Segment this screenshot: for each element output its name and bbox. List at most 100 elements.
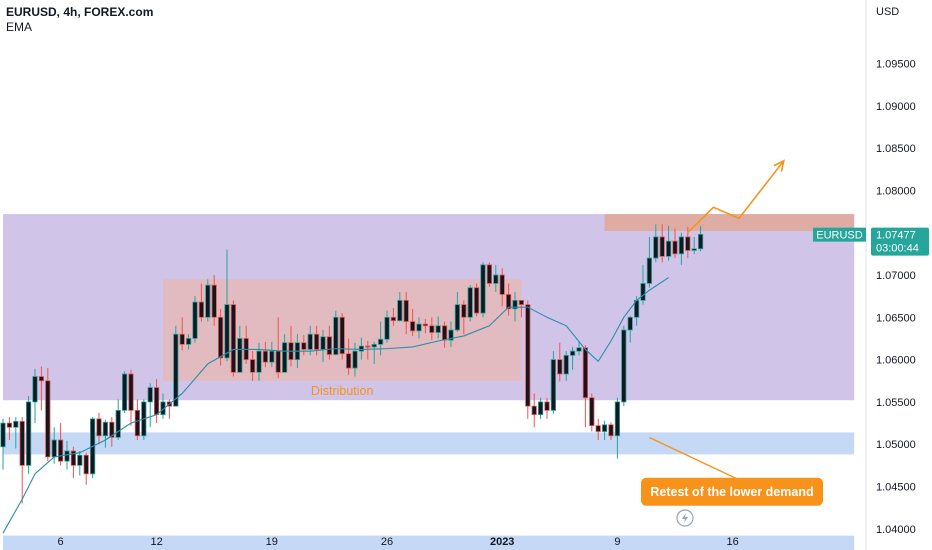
candle-body bbox=[589, 397, 595, 427]
candle-body bbox=[352, 350, 358, 369]
candle-body bbox=[602, 424, 608, 432]
candle-body bbox=[147, 387, 153, 403]
candle-body bbox=[19, 420, 25, 466]
candle-body bbox=[64, 450, 70, 462]
price-tick-label: 1.06500 bbox=[876, 312, 916, 324]
candle-body bbox=[454, 304, 461, 331]
candle-body bbox=[307, 333, 313, 350]
candle-body bbox=[685, 236, 691, 251]
candle-body bbox=[390, 316, 397, 322]
price-tick-label: 1.08500 bbox=[876, 143, 916, 155]
candle-body bbox=[621, 329, 627, 403]
bottom-demand-zone bbox=[3, 535, 855, 550]
candle-body bbox=[224, 304, 230, 359]
symbol-title[interactable]: EURUSD, 4h, FOREX.com bbox=[6, 5, 154, 19]
currency-label: USD bbox=[876, 6, 899, 18]
candle-body bbox=[249, 359, 256, 373]
candle-body bbox=[320, 336, 326, 350]
price-tick-label: 1.07000 bbox=[876, 270, 916, 282]
candle-body bbox=[256, 350, 262, 373]
candle-body bbox=[51, 439, 57, 458]
time-tick-label: 12 bbox=[150, 536, 162, 548]
candle-body bbox=[563, 354, 569, 375]
candle-body bbox=[422, 323, 429, 327]
distribution-label: Distribution bbox=[311, 384, 374, 398]
candle-body bbox=[128, 373, 134, 411]
callout-box bbox=[641, 477, 823, 506]
candle-body bbox=[467, 287, 473, 318]
candle-body bbox=[185, 338, 192, 345]
candle-body bbox=[614, 401, 621, 437]
candle-body bbox=[646, 257, 653, 284]
lower-demand-zone bbox=[3, 432, 855, 455]
candle-body bbox=[109, 421, 115, 438]
candle-body bbox=[217, 316, 224, 359]
candle-body bbox=[441, 325, 448, 341]
indicator-label[interactable]: EMA bbox=[6, 20, 33, 34]
candle-body bbox=[371, 343, 377, 348]
price-tick-label: 1.06000 bbox=[876, 355, 916, 367]
price-tick-label: 1.04500 bbox=[876, 482, 916, 494]
price-axis[interactable]: USD1.095001.090001.085001.080001.075001.… bbox=[865, 0, 916, 550]
candle-body bbox=[429, 325, 435, 333]
candle-body bbox=[403, 299, 409, 322]
candle-body bbox=[38, 376, 45, 382]
candle-body bbox=[339, 316, 345, 355]
candle-body bbox=[698, 233, 704, 250]
candle-body bbox=[365, 345, 371, 348]
candle-body bbox=[576, 347, 582, 352]
badge-symbol: EURUSD bbox=[816, 230, 863, 242]
candle-body bbox=[499, 274, 505, 295]
candle-body bbox=[461, 304, 467, 318]
candle-body bbox=[416, 323, 422, 332]
candle-body bbox=[32, 376, 38, 403]
badge-symbol-bg bbox=[813, 227, 866, 242]
candle-body bbox=[192, 301, 198, 339]
time-tick-label: 19 bbox=[266, 536, 278, 548]
callout-pointer bbox=[649, 436, 740, 481]
candle-body bbox=[122, 373, 128, 411]
ema-line bbox=[2, 277, 669, 534]
projection-path bbox=[687, 160, 785, 234]
candle-body bbox=[448, 329, 454, 341]
candle-body bbox=[512, 299, 518, 310]
candle-body bbox=[333, 316, 339, 355]
candle-body bbox=[211, 284, 217, 318]
candle-body bbox=[83, 454, 89, 475]
callout-text: Retest of the lower demand bbox=[650, 485, 813, 499]
candle-body bbox=[96, 418, 102, 437]
lightning-glyph bbox=[682, 513, 688, 523]
candle-body bbox=[473, 287, 480, 314]
candle-body bbox=[409, 321, 416, 332]
candle-body bbox=[179, 333, 185, 345]
candle-body bbox=[160, 401, 166, 416]
time-tick-label: 9 bbox=[614, 536, 620, 548]
chart-header: EURUSD, 4h, FOREX.com EMA bbox=[6, 5, 153, 35]
candle-body bbox=[518, 299, 525, 306]
candles-layer bbox=[0, 224, 704, 504]
candle-body bbox=[653, 236, 659, 259]
time-axis[interactable]: 6 12 19 26 2023 9 16 bbox=[58, 536, 739, 548]
candle-body bbox=[397, 299, 403, 322]
badge-countdown: 03:00:44 bbox=[876, 243, 919, 255]
candle-body bbox=[666, 240, 672, 257]
candle-body bbox=[608, 424, 614, 437]
price-tick-label: 1.09500 bbox=[876, 58, 916, 70]
candle-body bbox=[313, 333, 320, 350]
candle-body bbox=[301, 342, 307, 350]
candle-body bbox=[205, 284, 211, 318]
candle-body bbox=[640, 283, 646, 301]
time-tick-label: 6 bbox=[58, 536, 64, 548]
candle-body bbox=[595, 425, 601, 432]
candle-body bbox=[237, 338, 243, 373]
candle-body bbox=[435, 325, 441, 333]
candle-body bbox=[358, 345, 365, 352]
candle-body bbox=[326, 336, 333, 355]
candle-body bbox=[480, 264, 486, 314]
candle-body bbox=[570, 350, 576, 356]
time-tick-label: 26 bbox=[381, 536, 393, 548]
candle-body bbox=[58, 439, 64, 462]
candle-body bbox=[230, 304, 236, 373]
badge-price: 1.07477 bbox=[876, 230, 916, 242]
